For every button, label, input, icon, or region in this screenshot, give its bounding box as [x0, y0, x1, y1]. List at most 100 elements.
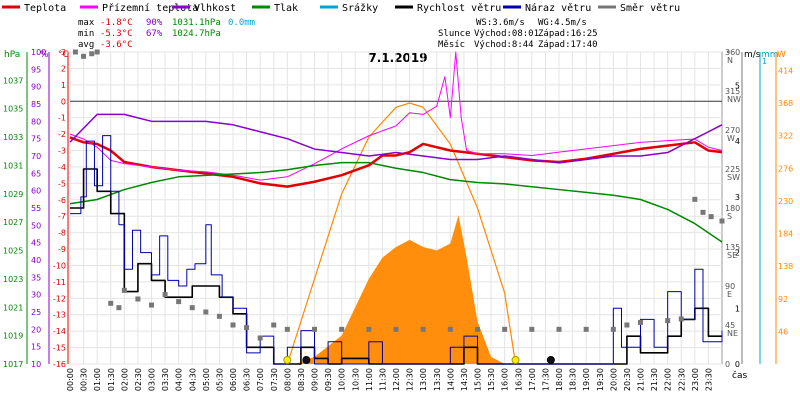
info-ws: WS:3.6m/s [476, 18, 525, 28]
wind-direction-point [529, 326, 535, 332]
x-tick-label: 06:00 [229, 368, 238, 391]
y-tick-celsius: 3 [61, 48, 66, 57]
y-tick-degree: 45 [725, 321, 735, 330]
x-tick-label: 23:00 [691, 368, 700, 391]
wind-direction-point [502, 326, 508, 332]
clear-sky-curve [286, 102, 517, 365]
y-tick-hpa: 1035 [3, 105, 23, 114]
plot-area: 00:00 00:30 01:00 01:30 02:00 02:30 03:00 03:30… [3, 48, 793, 391]
wind-direction-point [149, 302, 154, 308]
y-tick-percent: 10 [31, 360, 41, 369]
wind-direction-point [108, 300, 114, 306]
info-moon-set: Západ:17:40 [538, 40, 598, 50]
stats-max-hum: 90% [146, 18, 163, 28]
legend: Teplota Přízemní teplota Vlhkost Tlak Sr… [2, 2, 680, 14]
x-tick-label: 09:00 [311, 368, 320, 391]
x-tick-label: 05:00 [202, 368, 211, 391]
stats-min-hum: 67% [146, 29, 163, 39]
y-tick-compass: N [727, 56, 733, 65]
y-tick-ms: 5 [735, 81, 740, 90]
y-tick-wm2: 368 [778, 99, 793, 108]
y-tick-wm2: 322 [778, 132, 793, 141]
stats-min-temp: -5.3°C [100, 29, 133, 39]
wind-direction-point [393, 326, 399, 332]
x-tick-label: 17:30 [541, 368, 550, 391]
y-tick-celsius: -2 [58, 130, 66, 139]
info-sun-rise: Východ:08:01 [474, 29, 539, 39]
x-tick-label: 12:00 [392, 368, 401, 391]
y-tick-compass: W [727, 134, 735, 143]
x-tick-label: 15:00 [474, 368, 483, 391]
x-tick-label: 13:00 [419, 368, 428, 391]
y-tick-degree: 225 [725, 165, 740, 174]
y-tick-percent: 95 [31, 65, 41, 74]
x-axis-label: čas [732, 370, 747, 381]
legend-item-tlak: Tlak [252, 3, 298, 14]
x-tick-label: 14:30 [460, 368, 469, 391]
y-tick-wm2: 230 [778, 197, 793, 206]
stats-avg-temp: -3.6°C [100, 40, 133, 50]
x-tick-label: 04:00 [175, 368, 184, 391]
wind-direction-point [94, 49, 100, 55]
y-tick-ms: 1 [735, 304, 740, 313]
y-tick-celsius: 0 [61, 97, 66, 106]
wind-direction-point [203, 309, 209, 315]
info-moon-rise: Východ:8:44 [474, 40, 534, 50]
wind-direction-point [162, 292, 168, 298]
x-tick-label: 03:00 [148, 368, 157, 391]
y-tick-celsius: -7 [58, 212, 66, 221]
wind-direction-point [176, 299, 182, 305]
y-tick-hpa: 1031 [3, 161, 23, 170]
y-tick-ms: 0 [735, 360, 740, 369]
x-tick-label: 11:00 [365, 368, 374, 391]
y-tick-celsius: -10 [53, 261, 66, 270]
x-tick-label: 20:00 [609, 368, 618, 391]
legend-item-srazky: Srážky [320, 2, 378, 14]
wind-direction-point [230, 322, 236, 328]
x-tick-label: 11:30 [378, 368, 387, 391]
wind-direction-point [678, 316, 684, 322]
wind-direction-point [257, 335, 263, 341]
y-tick-hpa: 1021 [3, 303, 23, 312]
wind-direction-point [447, 326, 453, 332]
y-tick-wm2: 184 [778, 230, 793, 239]
x-tick-label: 13:30 [433, 368, 442, 391]
stats-max-label: max [78, 18, 95, 28]
wind-direction-point [271, 322, 277, 328]
x-tick-label: 02:00 [120, 368, 129, 391]
info-sun-set: Západ:16:25 [538, 29, 598, 39]
y-tick-percent: 15 [31, 343, 41, 352]
wind-direction-point [216, 313, 222, 319]
x-tick-label: 07:30 [270, 368, 279, 391]
wind-direction-point [708, 214, 714, 220]
legend-label: Tlak [274, 3, 298, 14]
series-3-line [69, 161, 723, 243]
x-tick-label: 09:30 [324, 368, 333, 391]
stats-min-label: min [78, 29, 94, 39]
legend-label: Srážky [342, 2, 378, 14]
y-tick-wm2: 276 [778, 164, 793, 173]
x-tick-label: 02:30 [134, 368, 143, 391]
y-tick-percent: 65 [31, 169, 41, 178]
y-tick-percent: 100 [31, 48, 46, 57]
y-tick-compass: NE [727, 329, 738, 338]
axis-unit-celsius: °C [58, 50, 69, 60]
wind-direction-point [339, 326, 345, 332]
info-wg: WG:4.5m/s [538, 18, 587, 28]
legend-item-naraz-vetru: Náraz větru [503, 2, 591, 14]
x-tick-label: 00:30 [80, 368, 89, 391]
y-tick-celsius: -3 [58, 147, 66, 156]
y-tick-degree: 135 [725, 243, 740, 252]
y-tick-percent: 20 [31, 325, 41, 334]
y-tick-percent: 60 [31, 187, 41, 196]
chart-title: 7.1.2019 [368, 51, 427, 65]
axis-unit-percent: % [40, 50, 49, 60]
wind-direction-point [284, 326, 290, 332]
sun-marker [511, 356, 520, 364]
y-tick-celsius: -9 [58, 245, 66, 254]
y-tick-celsius: -15 [53, 344, 66, 353]
x-tick-label: 04:30 [188, 368, 197, 391]
y-tick-percent: 80 [31, 117, 41, 126]
x-tick-label: 10:30 [351, 368, 360, 391]
x-tick-label: 18:00 [555, 368, 564, 391]
